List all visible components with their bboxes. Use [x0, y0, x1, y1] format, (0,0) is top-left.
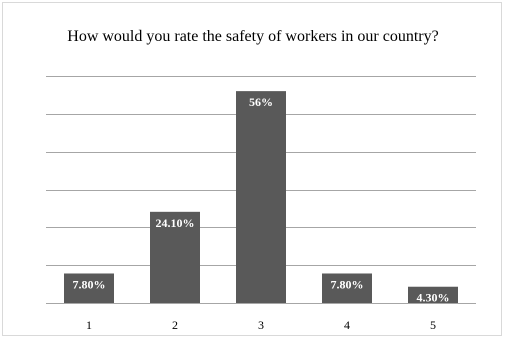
- bar-4: [322, 273, 372, 303]
- x-tick-label-4: 4: [344, 318, 350, 332]
- data-label-5: 4.30%: [417, 291, 450, 305]
- bar-1: [64, 273, 114, 303]
- x-tick-label-2: 2: [172, 318, 178, 332]
- x-tick-label-1: 1: [86, 318, 92, 332]
- chart-title: How would you rate the safety of workers…: [67, 28, 439, 45]
- data-label-2: 24.10%: [156, 216, 195, 230]
- data-labels: 7.80% 24.10% 56% 7.80% 4.30%: [73, 95, 450, 305]
- bar-5: [408, 286, 458, 303]
- x-tick-labels: 1 2 3 4 5: [86, 318, 436, 332]
- bars: [64, 91, 458, 303]
- x-tick-label-5: 5: [430, 318, 436, 332]
- data-label-3: 56%: [249, 95, 273, 109]
- x-tick-label-3: 3: [258, 318, 264, 332]
- bar-2: [150, 211, 200, 303]
- data-label-1: 7.80%: [73, 277, 106, 291]
- bar-3: [236, 91, 286, 303]
- data-label-4: 7.80%: [331, 277, 364, 291]
